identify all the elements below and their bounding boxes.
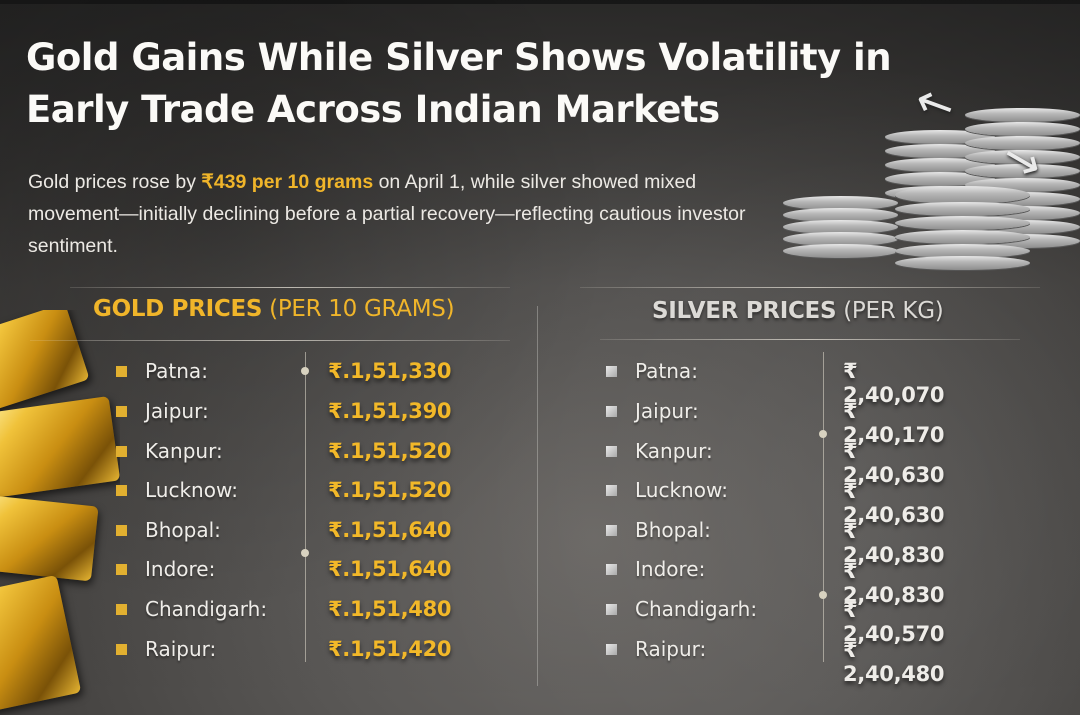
gold-price-jaipur: ₹.1,51,390 [328,399,452,423]
gold-price-bhopal: ₹.1,51,640 [328,518,452,542]
gold-row-chandigarh: Chandigarh: [116,589,267,629]
intro-suffix: on April 1, while silver showed mixed mo… [28,171,746,257]
silver-row-raipur: Raipur: [606,629,706,669]
gold-row-lucknow: Lucknow: [116,470,238,510]
gold-price-indore: ₹.1,51,640 [328,557,452,581]
silver-coins-illustration: ↖ ↘ [780,71,1080,270]
silver-price-jaipur: ₹ 2,40,170 [843,399,945,447]
silver-price-patna: ₹ 2,40,070 [843,359,945,407]
gold-price-raipur: ₹.1,51,420 [328,637,452,661]
gold-timeline-line [305,352,306,662]
intro-highlight: ₹439 per 10 grams [201,171,374,193]
silver-row-bhopal: Bhopal: [606,510,711,550]
gold-row-indore: Indore: [116,549,215,589]
silver-row-chandigarh: Chandigarh: [606,589,757,629]
gold-row-jaipur: Jaipur: [116,391,209,431]
headline-line-2: Early Trade Across Indian Markets [26,88,720,131]
silver-row-patna: Patna: [606,351,698,391]
intro-paragraph: Gold prices rose by ₹439 per 10 grams on… [28,166,768,262]
silver-price-lucknow: ₹ 2,40,630 [843,479,945,527]
column-divider [537,306,538,686]
silver-price-bhopal: ₹ 2,40,830 [843,519,945,567]
silver-price-raipur: ₹ 2,40,480 [843,638,945,686]
gold-price-kanpur: ₹.1,51,520 [328,439,452,463]
gold-row-raipur: Raipur: [116,629,216,669]
gold-bars-illustration [0,310,120,715]
gold-row-kanpur: Kanpur: [116,431,223,471]
coin-stack-front-left [783,196,898,258]
intro-prefix: Gold prices rose by [28,171,202,193]
silver-price-indore: ₹ 2,40,830 [843,559,945,607]
silver-price-kanpur: ₹ 2,40,630 [843,439,945,487]
gold-price-patna: ₹.1,51,330 [328,359,452,383]
gold-row-bhopal: Bhopal: [116,510,221,550]
silver-row-lucknow: Lucknow: [606,470,728,510]
silver-price-chandigarh: ₹ 2,40,570 [843,598,945,646]
headline-line-1: Gold Gains While Silver Shows Volatility… [26,36,892,79]
silver-timeline-line [823,352,824,662]
gold-section-title: GOLD PRICES (PER 10 GRAMS) [93,296,455,322]
gold-row-patna: Patna: [116,351,208,391]
silver-row-indore: Indore: [606,549,705,589]
gold-price-lucknow: ₹.1,51,520 [328,478,452,502]
coin-stack-front-center [895,186,1030,270]
headline: Gold Gains While Silver Shows Volatility… [26,32,926,136]
silver-row-kanpur: Kanpur: [606,431,713,471]
silver-row-jaipur: Jaipur: [606,391,699,431]
silver-section-title: SILVER PRICES (PER KG) [652,298,944,324]
gold-price-chandigarh: ₹.1,51,480 [328,597,452,621]
